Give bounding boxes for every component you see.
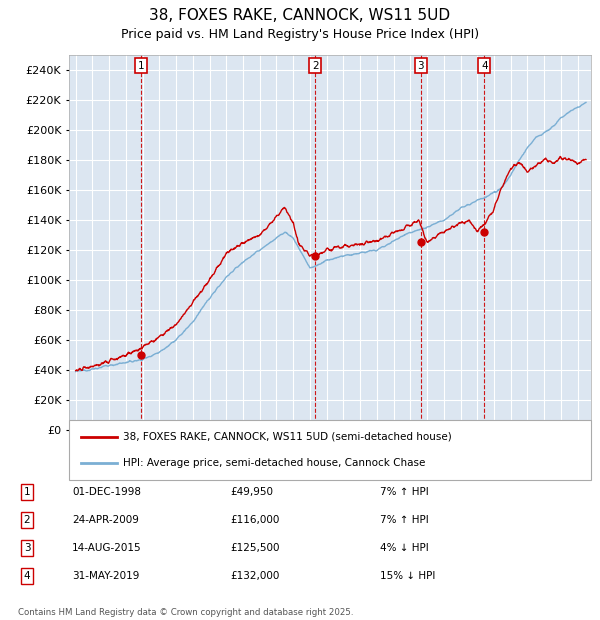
Text: 2: 2	[312, 61, 319, 71]
Text: 31-MAY-2019: 31-MAY-2019	[72, 571, 139, 581]
Text: Price paid vs. HM Land Registry's House Price Index (HPI): Price paid vs. HM Land Registry's House …	[121, 28, 479, 41]
Text: £125,500: £125,500	[230, 543, 280, 553]
Text: 4: 4	[481, 61, 488, 71]
Text: 24-APR-2009: 24-APR-2009	[72, 515, 139, 525]
Text: £49,950: £49,950	[230, 487, 273, 497]
Text: 4: 4	[23, 571, 31, 581]
Text: 1: 1	[138, 61, 145, 71]
Text: 1: 1	[23, 487, 31, 497]
Text: 7% ↑ HPI: 7% ↑ HPI	[380, 487, 429, 497]
Text: HPI: Average price, semi-detached house, Cannock Chase: HPI: Average price, semi-detached house,…	[123, 458, 425, 468]
Text: 01-DEC-1998: 01-DEC-1998	[72, 487, 141, 497]
Text: 14-AUG-2015: 14-AUG-2015	[72, 543, 142, 553]
Text: 3: 3	[418, 61, 424, 71]
Text: Contains HM Land Registry data © Crown copyright and database right 2025.: Contains HM Land Registry data © Crown c…	[18, 608, 353, 617]
Text: 38, FOXES RAKE, CANNOCK, WS11 5UD: 38, FOXES RAKE, CANNOCK, WS11 5UD	[149, 8, 451, 23]
Text: 3: 3	[23, 543, 31, 553]
Text: £116,000: £116,000	[230, 515, 280, 525]
Text: 7% ↑ HPI: 7% ↑ HPI	[380, 515, 429, 525]
Text: £132,000: £132,000	[230, 571, 280, 581]
Text: 38, FOXES RAKE, CANNOCK, WS11 5UD (semi-detached house): 38, FOXES RAKE, CANNOCK, WS11 5UD (semi-…	[123, 432, 452, 442]
Text: 15% ↓ HPI: 15% ↓ HPI	[380, 571, 436, 581]
Text: 4% ↓ HPI: 4% ↓ HPI	[380, 543, 429, 553]
Text: 2: 2	[23, 515, 31, 525]
